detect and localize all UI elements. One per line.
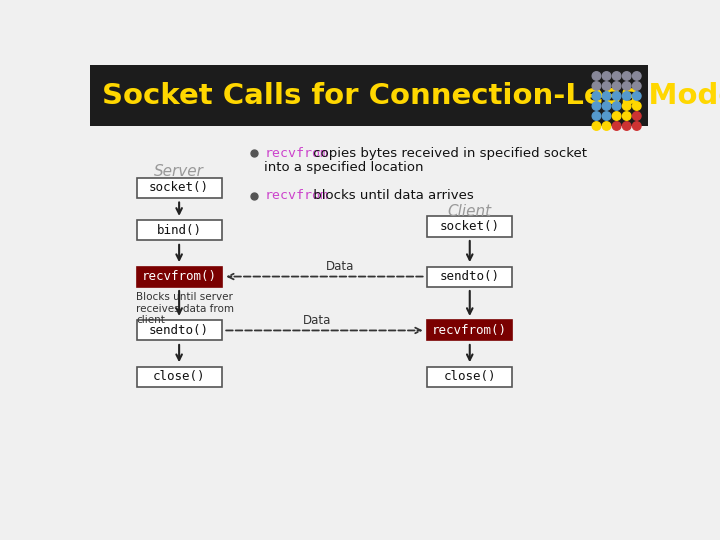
Circle shape	[622, 82, 631, 90]
Text: Socket Calls for Connection-Less Mode: Socket Calls for Connection-Less Mode	[102, 82, 720, 110]
Text: Client: Client	[448, 204, 492, 219]
Circle shape	[632, 112, 641, 120]
Bar	[137, 320, 222, 340]
Circle shape	[622, 92, 631, 100]
Circle shape	[612, 102, 621, 110]
Circle shape	[632, 72, 641, 80]
Circle shape	[593, 82, 600, 90]
Text: recvfrom(): recvfrom()	[432, 324, 508, 337]
Text: into a specified location: into a specified location	[264, 161, 424, 174]
Text: recvfrom(): recvfrom()	[142, 270, 217, 283]
Text: Server: Server	[154, 164, 204, 179]
Bar	[90, 65, 648, 126]
Text: blocks until data arrives: blocks until data arrives	[309, 189, 473, 202]
Circle shape	[632, 82, 641, 90]
Circle shape	[602, 82, 611, 90]
Circle shape	[602, 102, 611, 110]
Bar	[137, 220, 222, 240]
Circle shape	[602, 72, 611, 80]
Circle shape	[622, 122, 631, 130]
Text: recvfrom: recvfrom	[264, 189, 328, 202]
Text: Data: Data	[325, 260, 354, 273]
Bar	[427, 320, 513, 340]
Bar	[427, 267, 513, 287]
Circle shape	[602, 122, 611, 130]
Circle shape	[602, 112, 611, 120]
Circle shape	[622, 112, 631, 120]
Bar	[137, 267, 222, 287]
Bar	[137, 367, 222, 387]
Text: bind(): bind()	[157, 224, 202, 237]
Circle shape	[622, 72, 631, 80]
Text: close(): close()	[153, 370, 205, 383]
Circle shape	[602, 92, 611, 100]
Circle shape	[612, 122, 621, 130]
Circle shape	[593, 72, 600, 80]
Text: copies bytes received in specified socket: copies bytes received in specified socke…	[309, 147, 587, 160]
Bar	[427, 367, 513, 387]
Text: Data: Data	[302, 314, 331, 327]
Circle shape	[593, 112, 600, 120]
Circle shape	[612, 82, 621, 90]
Circle shape	[632, 122, 641, 130]
Text: recvfrom: recvfrom	[264, 147, 328, 160]
Bar	[137, 178, 222, 198]
Circle shape	[612, 112, 621, 120]
Text: sendto(): sendto()	[149, 324, 209, 337]
Circle shape	[593, 92, 600, 100]
Circle shape	[593, 122, 600, 130]
Circle shape	[632, 102, 641, 110]
Text: close(): close()	[444, 370, 496, 383]
Text: sendto(): sendto()	[440, 270, 500, 283]
Bar	[427, 217, 513, 237]
Text: socket(): socket()	[440, 220, 500, 233]
Circle shape	[632, 92, 641, 100]
Circle shape	[612, 72, 621, 80]
Text: Blocks until server
receives data from
client: Blocks until server receives data from c…	[137, 292, 235, 325]
Circle shape	[593, 102, 600, 110]
Text: socket(): socket()	[149, 181, 209, 194]
Circle shape	[612, 92, 621, 100]
Circle shape	[622, 102, 631, 110]
